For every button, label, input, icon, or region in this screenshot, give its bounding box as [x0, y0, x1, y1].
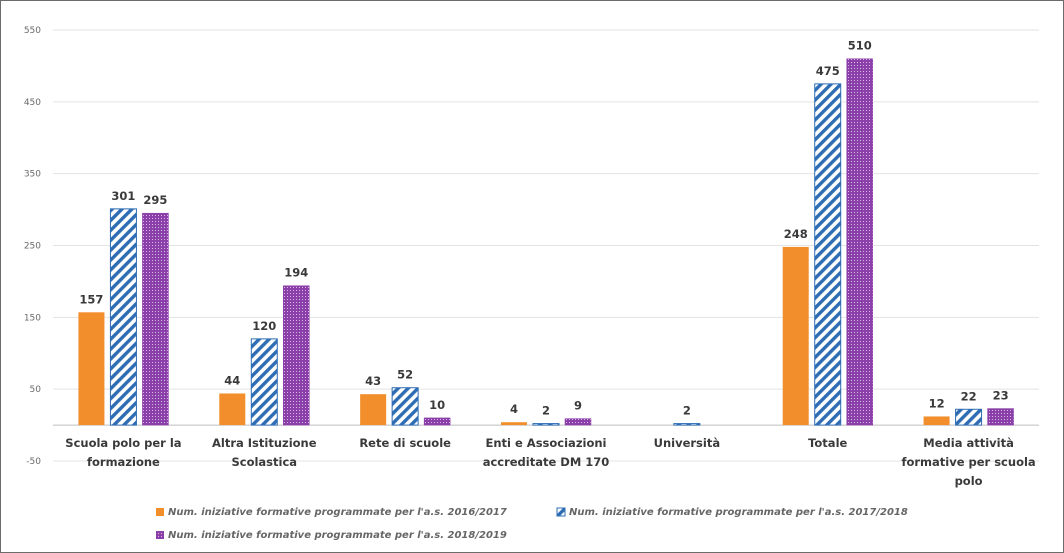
data-label: 157 — [79, 292, 103, 306]
bar — [109, 208, 137, 426]
bar — [423, 417, 451, 426]
data-label: 10 — [429, 398, 445, 412]
bar — [391, 387, 419, 426]
data-label: 23 — [993, 389, 1009, 403]
bar — [501, 422, 527, 426]
data-label: 2 — [683, 404, 691, 418]
category-label: polo — [955, 474, 983, 488]
legend-swatch — [156, 508, 164, 516]
y-tick-label: 450 — [24, 98, 41, 108]
bars — [78, 58, 1014, 426]
y-axis-ticks: -50 50 150 250 350 450 550 — [24, 26, 41, 467]
data-label: 4 — [510, 402, 518, 416]
category-label: accreditate DM 170 — [483, 455, 610, 469]
bar — [219, 393, 246, 426]
bar — [987, 408, 1014, 426]
data-label: 52 — [397, 368, 413, 382]
category-label: Totale — [808, 436, 847, 450]
legend: Num. iniziative formative programmate pe… — [156, 507, 908, 541]
data-label: 120 — [252, 319, 276, 333]
y-tick-label: 250 — [24, 242, 41, 252]
y-tick-label: 550 — [24, 26, 41, 36]
y-tick-label: 350 — [24, 170, 41, 180]
gridlines — [53, 29, 1039, 462]
category-label: Media attività — [923, 436, 1014, 450]
legend-label: Num. iniziative formative programmate pe… — [168, 530, 507, 541]
data-label: 44 — [224, 373, 240, 387]
data-label: 12 — [929, 396, 945, 410]
bar — [564, 418, 592, 426]
legend-swatch — [156, 531, 164, 539]
legend-swatch — [556, 507, 566, 517]
bar — [532, 423, 560, 426]
category-label: Rete di scuole — [359, 436, 451, 450]
bar — [673, 423, 701, 426]
x-axis-category-labels: Scuola polo per la formazione Altra Istitu… — [65, 436, 1035, 488]
category-label: Altra Istituzione — [212, 436, 317, 450]
bar — [283, 285, 310, 426]
category-label: Scuola polo per la — [65, 436, 181, 450]
legend-label: Num. iniziative formative programmate pe… — [569, 507, 908, 518]
y-tick-label: 150 — [24, 313, 41, 323]
legend-label: Num. iniziative formative programmate pe… — [168, 507, 507, 518]
bar — [78, 312, 105, 426]
category-label: formative per scuola — [901, 455, 1035, 469]
data-label: 248 — [784, 227, 808, 241]
data-label: 295 — [143, 193, 167, 207]
data-label: 9 — [574, 399, 582, 413]
bar — [923, 416, 950, 426]
data-label: 301 — [111, 189, 135, 203]
data-label: 43 — [365, 374, 381, 388]
data-label: 510 — [848, 39, 872, 53]
bar — [360, 394, 387, 426]
bar — [142, 212, 169, 426]
data-label: 194 — [284, 266, 308, 280]
data-label: 475 — [816, 64, 840, 78]
bar — [846, 58, 873, 426]
bar — [250, 338, 278, 426]
bar — [955, 408, 983, 426]
bar — [782, 246, 809, 426]
y-tick-label: 50 — [30, 385, 42, 395]
category-label: Enti e Associazioni — [486, 436, 607, 450]
data-label: 22 — [961, 389, 977, 403]
category-label: Scolastica — [231, 455, 297, 469]
category-label: formazione — [87, 455, 160, 469]
category-label: Università — [654, 436, 720, 450]
data-labels: 157 301 295 44 120 194 43 52 10 4 2 9 2 248 475 510 12 22… — [79, 39, 1008, 418]
data-label: 2 — [542, 404, 550, 418]
y-tick-label: -50 — [26, 457, 41, 467]
bar — [814, 83, 842, 426]
